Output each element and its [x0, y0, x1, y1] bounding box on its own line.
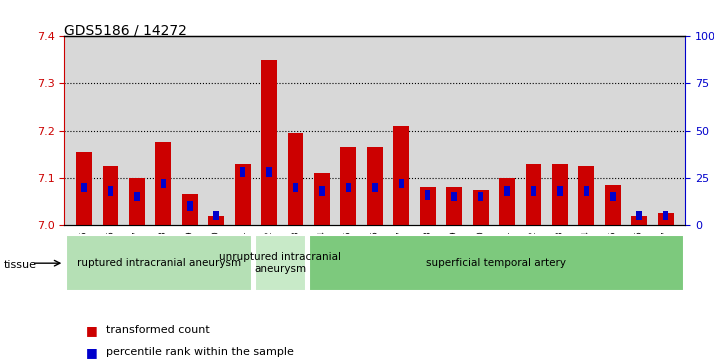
Bar — [103, 166, 119, 225]
Bar — [235, 164, 251, 225]
Bar — [398, 179, 404, 188]
Bar — [314, 173, 330, 225]
Bar — [663, 211, 668, 220]
Text: ruptured intracranial aneurysm: ruptured intracranial aneurysm — [76, 258, 241, 268]
Bar — [156, 143, 171, 225]
Bar — [478, 192, 483, 201]
Bar — [425, 190, 431, 200]
Bar — [341, 147, 356, 225]
FancyBboxPatch shape — [66, 235, 252, 291]
Bar — [134, 192, 140, 201]
Bar — [208, 216, 224, 225]
Bar — [658, 213, 673, 225]
Bar — [81, 183, 87, 192]
Text: ■: ■ — [86, 346, 97, 359]
Bar — [213, 211, 219, 220]
Text: GDS5186 / 14272: GDS5186 / 14272 — [64, 24, 187, 38]
Bar — [557, 186, 563, 196]
Bar — [583, 186, 589, 196]
Bar — [240, 167, 246, 177]
Bar — [293, 183, 298, 192]
Bar — [451, 192, 457, 201]
Bar — [473, 189, 488, 225]
Bar — [531, 186, 536, 196]
Bar — [526, 164, 541, 225]
Bar — [636, 211, 642, 220]
FancyBboxPatch shape — [308, 235, 684, 291]
Bar — [393, 126, 409, 225]
Bar — [288, 133, 303, 225]
Bar — [446, 187, 462, 225]
Bar — [346, 183, 351, 192]
Bar — [182, 194, 198, 225]
FancyBboxPatch shape — [255, 235, 306, 291]
Bar — [499, 178, 515, 225]
Bar — [108, 186, 114, 196]
Bar — [319, 186, 325, 196]
Bar — [261, 60, 277, 225]
Bar — [76, 152, 92, 225]
Bar — [610, 192, 615, 201]
Text: superficial temporal artery: superficial temporal artery — [426, 258, 566, 268]
Bar — [420, 187, 436, 225]
Text: ■: ■ — [86, 324, 97, 337]
Text: unruptured intracranial
aneurysm: unruptured intracranial aneurysm — [219, 252, 341, 274]
Text: transformed count: transformed count — [106, 325, 209, 335]
Bar — [578, 166, 594, 225]
Bar — [605, 185, 620, 225]
Bar — [161, 179, 166, 188]
Bar — [631, 216, 647, 225]
Bar — [372, 183, 378, 192]
Bar — [367, 147, 383, 225]
Bar — [187, 201, 193, 211]
Text: percentile rank within the sample: percentile rank within the sample — [106, 347, 293, 357]
Bar — [129, 178, 145, 225]
Bar — [266, 167, 272, 177]
Bar — [504, 186, 510, 196]
Text: tissue: tissue — [4, 260, 36, 270]
Bar — [552, 164, 568, 225]
